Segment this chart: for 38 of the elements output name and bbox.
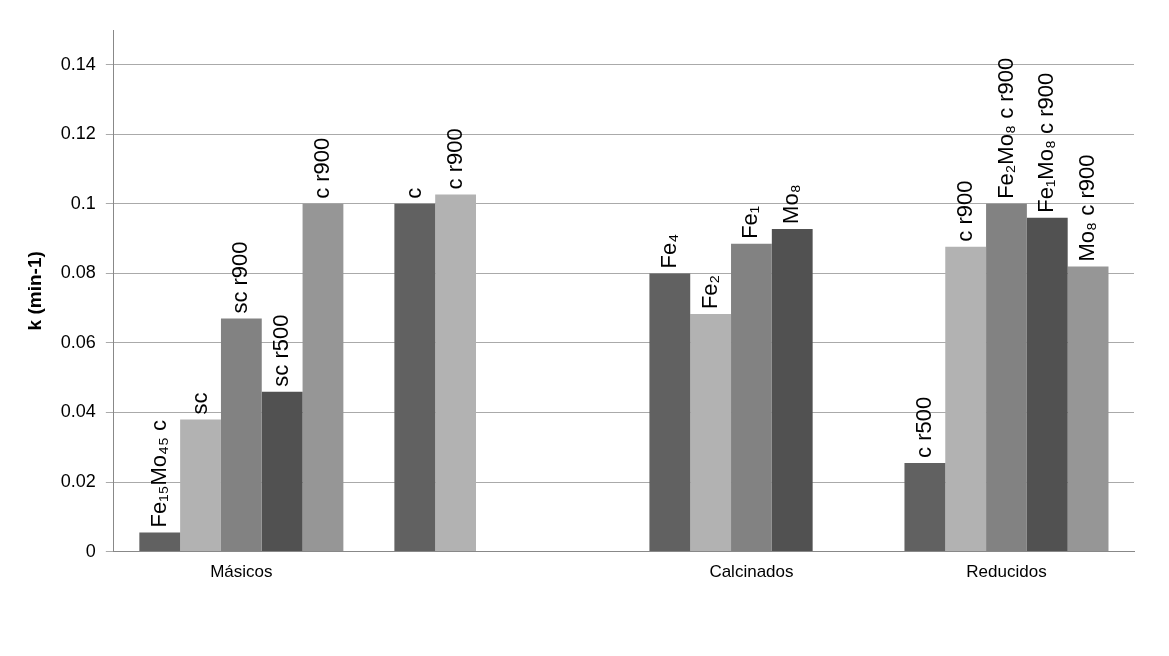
bar	[690, 314, 732, 552]
data-label: sc r500	[268, 314, 294, 387]
data-label: c r900	[441, 128, 467, 190]
bar	[1067, 266, 1109, 552]
y-tick-label: 0.06	[60, 331, 96, 352]
x-tick-label: Másicos	[210, 562, 273, 582]
bar	[1026, 217, 1068, 552]
bar	[394, 203, 436, 552]
y-axis-title: k (min-1)	[23, 251, 45, 331]
bar	[302, 203, 344, 552]
data-label: Fe₂	[696, 274, 722, 310]
data-label: Fe₁₅Mo₄₅ c	[145, 419, 171, 528]
y-tick-label: 0.02	[60, 471, 96, 492]
data-label: Fe₄	[655, 233, 681, 269]
bar	[649, 273, 691, 552]
y-tick-label: 0.1	[70, 192, 96, 213]
bar	[771, 228, 813, 552]
bar	[904, 462, 946, 552]
data-label: Fe₁	[737, 205, 763, 239]
data-label: Fe₁Mo₈ c r900	[1033, 72, 1059, 213]
y-tick-label: 0.14	[60, 53, 96, 74]
data-label: c r500	[910, 396, 936, 458]
data-label: Mo₈ c r900	[1074, 154, 1100, 262]
bar	[261, 391, 303, 552]
data-label: c	[400, 187, 426, 199]
y-tick-label: 0.08	[60, 262, 96, 283]
y-tick-label: 0.12	[60, 123, 96, 144]
y-tick-label: 0.04	[60, 401, 96, 422]
x-tick-label: Reducidos	[966, 562, 1047, 582]
data-label: c r900	[309, 137, 335, 199]
x-tick-label: Calcinados	[709, 562, 794, 582]
data-label: Mo₈	[778, 184, 804, 224]
data-label: c r900	[951, 180, 977, 242]
data-label: sc	[186, 392, 212, 415]
bar	[139, 532, 181, 552]
data-label: Fe₂Mo₈ c r900	[992, 57, 1018, 199]
data-label: sc r900	[227, 241, 253, 314]
y-tick-label: 0	[85, 540, 96, 561]
